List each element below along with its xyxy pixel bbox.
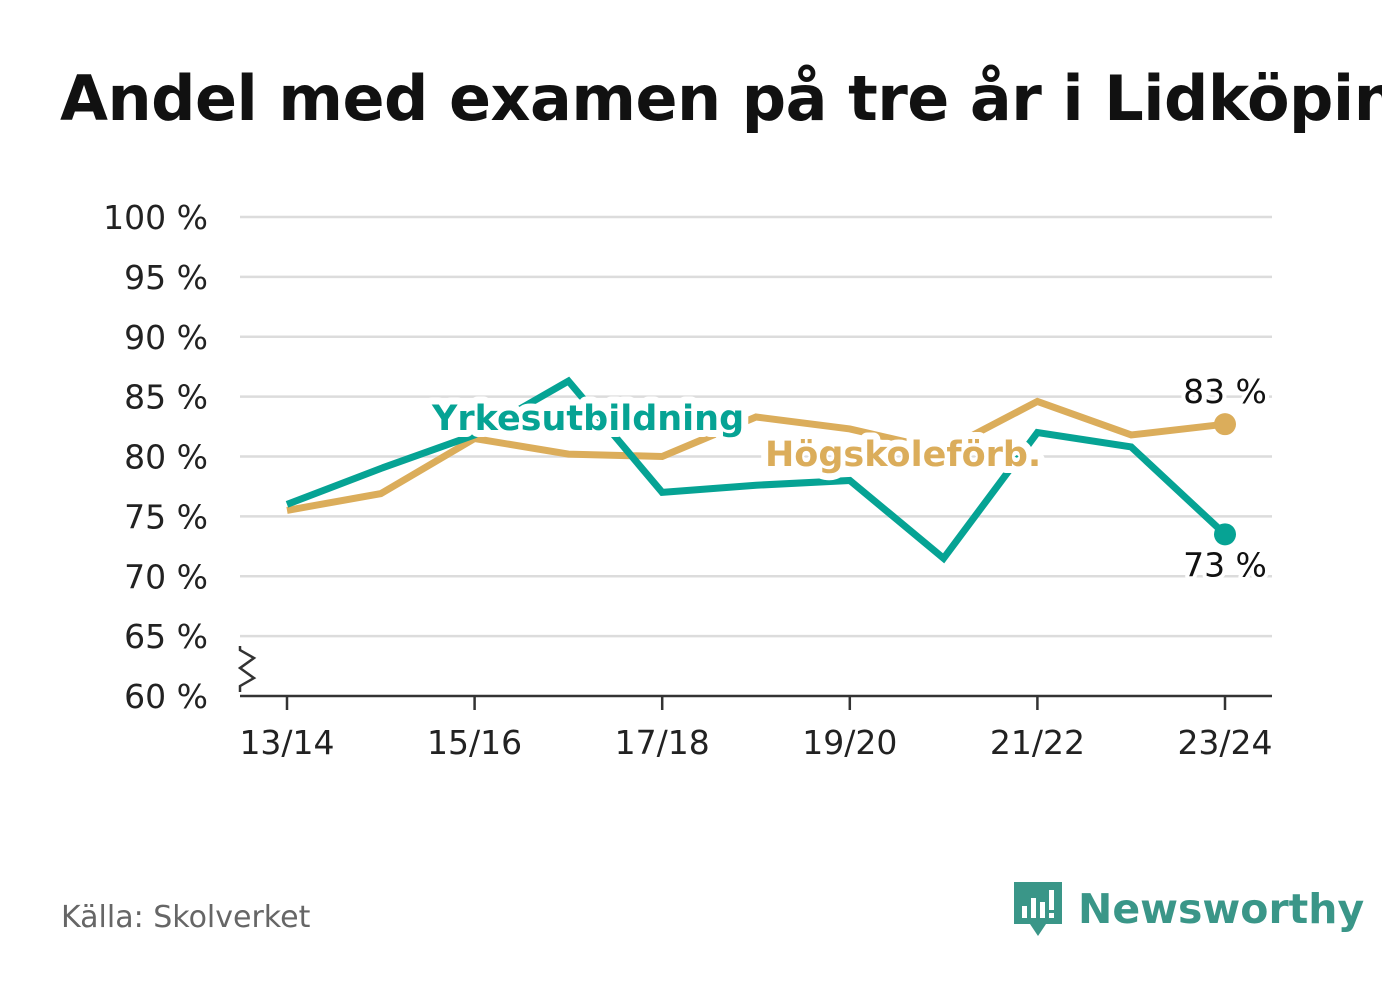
y-axis-ticks: 60 % 65 % 70 % 75 % 80 % 85 % 90 % 95 % 100 % (103, 198, 208, 716)
y-tick-label: 95 % (124, 258, 208, 297)
x-tick-label: 21/22 (990, 723, 1085, 762)
brand-name: Newsworthy (1078, 885, 1365, 933)
y-tick-label: 60 % (124, 677, 208, 716)
x-tick-label: 15/16 (427, 723, 522, 762)
x-tick-label: 19/20 (802, 723, 897, 762)
series-name-label: Högskoleförb. (765, 435, 1041, 475)
y-tick-label: 80 % (124, 438, 208, 477)
y-tick-label: 85 % (124, 378, 208, 417)
x-tick-label: 23/24 (1177, 723, 1272, 762)
brand: Newsworthy (1010, 878, 1364, 940)
y-tick-label: 70 % (124, 557, 208, 596)
series-name-label: Yrkesutbildning (431, 399, 744, 439)
end-point (1214, 413, 1236, 436)
series-lines (285, 376, 1236, 564)
y-tick-label: 90 % (124, 318, 208, 357)
end-value-label: 83 % (1183, 372, 1267, 411)
newsworthy-logo-icon (1014, 882, 1062, 936)
series-line (286, 397, 1226, 514)
end-value-label: 73 % (1183, 545, 1267, 584)
series-labels: 83 % 73 % Yrkesutbildning Högskoleförb. (424, 368, 1271, 588)
source-note: Källa: Skolverket (61, 900, 311, 935)
end-point (1214, 523, 1236, 546)
axis-break-icon (237, 646, 257, 693)
x-tick-label: 17/18 (615, 723, 710, 762)
chart-title: Andel med examen på tre år i Lidköping (60, 62, 1382, 135)
y-tick-label: 75 % (124, 497, 208, 536)
x-axis: 13/14 15/16 17/18 19/20 21/22 23/24 (237, 646, 1273, 762)
x-tick-label: 13/14 (239, 723, 334, 762)
series-line (285, 376, 1228, 564)
y-tick-label: 65 % (124, 617, 208, 656)
y-tick-label: 100 % (103, 198, 208, 237)
